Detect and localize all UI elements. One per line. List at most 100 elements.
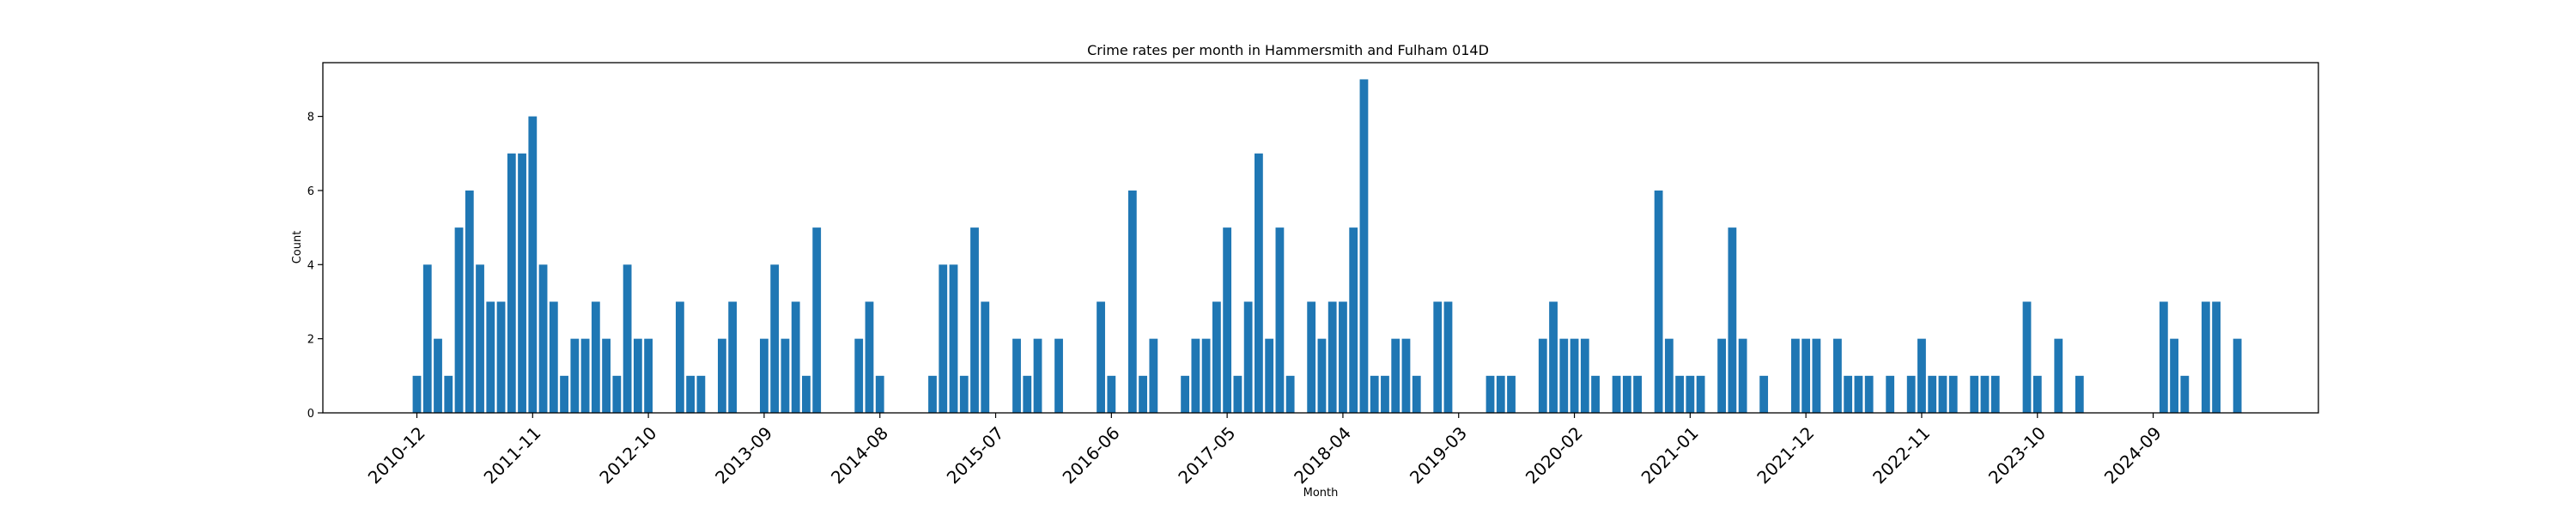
bar bbox=[1717, 338, 1727, 413]
bar bbox=[865, 301, 874, 413]
bar bbox=[1243, 301, 1253, 413]
x-tick-label: 2016-06 bbox=[1059, 422, 1124, 488]
bar bbox=[760, 338, 769, 413]
y-tick-label: 0 bbox=[307, 408, 314, 421]
bar bbox=[1223, 227, 1232, 413]
bar bbox=[875, 375, 884, 413]
x-tick-label: 2019-03 bbox=[1406, 422, 1471, 488]
bar bbox=[1212, 301, 1221, 413]
bar bbox=[1580, 338, 1589, 413]
y-axis-label: Count bbox=[291, 231, 304, 264]
bar bbox=[1181, 375, 1190, 413]
plot-frame bbox=[322, 62, 2319, 414]
y-tick-label: 2 bbox=[307, 334, 314, 347]
bar bbox=[486, 301, 495, 413]
bar bbox=[1854, 375, 1863, 413]
bar bbox=[560, 375, 568, 413]
bar bbox=[812, 227, 822, 413]
bar bbox=[1443, 301, 1453, 413]
bar bbox=[1149, 338, 1158, 413]
bar bbox=[1127, 190, 1137, 413]
bar bbox=[2233, 338, 2242, 413]
bar bbox=[1538, 338, 1547, 413]
bar bbox=[854, 338, 864, 413]
bar bbox=[644, 338, 653, 413]
bar bbox=[1664, 338, 1674, 413]
bar bbox=[602, 338, 611, 413]
bar bbox=[422, 264, 432, 413]
x-tick-label: 2018-04 bbox=[1290, 422, 1355, 488]
bar bbox=[791, 301, 800, 413]
x-tick-label: 2011-11 bbox=[480, 422, 545, 488]
bar bbox=[633, 338, 642, 413]
bar bbox=[1201, 338, 1211, 413]
bar bbox=[1307, 301, 1316, 413]
bar bbox=[1191, 338, 1200, 413]
bar bbox=[476, 264, 484, 413]
bar bbox=[1759, 375, 1769, 413]
bar bbox=[1507, 375, 1516, 413]
bar bbox=[1612, 375, 1621, 413]
bar bbox=[1864, 375, 1874, 413]
bar bbox=[1549, 301, 1558, 413]
bar bbox=[1801, 338, 1811, 413]
bar bbox=[1738, 338, 1747, 413]
bar bbox=[1033, 338, 1042, 413]
bar bbox=[1327, 301, 1337, 413]
bar bbox=[939, 264, 948, 413]
y-tick-label: 6 bbox=[307, 185, 314, 198]
bar bbox=[959, 375, 969, 413]
bar bbox=[1317, 338, 1327, 413]
bar bbox=[496, 301, 506, 413]
bar bbox=[2180, 375, 2190, 413]
bar bbox=[1917, 338, 1926, 413]
x-ticks-group: 2010-12 2011-11 2012-10 2013-09 2014-08 2015-… bbox=[364, 413, 2166, 488]
bar bbox=[1990, 375, 2000, 413]
bar bbox=[1496, 375, 1505, 413]
x-tick-label: 2023-10 bbox=[1984, 422, 2050, 488]
bar bbox=[1906, 375, 1916, 413]
x-tick-label: 2022-11 bbox=[1868, 422, 1934, 488]
bar bbox=[1686, 375, 1695, 413]
bar bbox=[412, 375, 422, 413]
bar bbox=[570, 338, 580, 413]
bar bbox=[1349, 227, 1358, 413]
bar bbox=[1928, 375, 1937, 413]
x-tick-label: 2021-12 bbox=[1753, 422, 1818, 488]
bar bbox=[1275, 227, 1285, 413]
bar bbox=[928, 375, 937, 413]
bar bbox=[1107, 375, 1116, 413]
bar bbox=[1948, 375, 1958, 413]
bar bbox=[781, 338, 790, 413]
x-axis-label: Month bbox=[1303, 487, 1339, 500]
bar bbox=[2022, 301, 2032, 413]
bar bbox=[1654, 190, 1663, 413]
bar bbox=[1812, 338, 1821, 413]
bar bbox=[1391, 338, 1400, 413]
bar bbox=[1054, 338, 1063, 413]
bar bbox=[1359, 79, 1369, 414]
bar bbox=[686, 375, 696, 413]
bar bbox=[623, 264, 632, 413]
bar bbox=[1970, 375, 1979, 413]
bar bbox=[518, 153, 526, 413]
bar bbox=[1728, 227, 1737, 413]
bar bbox=[444, 375, 453, 413]
bar bbox=[1886, 375, 1895, 413]
x-tick-label: 2020-02 bbox=[1522, 422, 1587, 488]
bar bbox=[1570, 338, 1579, 413]
bar bbox=[2212, 301, 2221, 413]
bar bbox=[2201, 301, 2210, 413]
bar bbox=[1633, 375, 1642, 413]
bar bbox=[1012, 338, 1021, 413]
bar bbox=[591, 301, 600, 413]
bar bbox=[1485, 375, 1495, 413]
bar bbox=[580, 338, 590, 413]
x-tick-label: 2017-05 bbox=[1174, 422, 1239, 488]
bar bbox=[1370, 375, 1379, 413]
bar bbox=[1844, 375, 1853, 413]
bar bbox=[612, 375, 622, 413]
bar bbox=[528, 116, 538, 413]
bar bbox=[1791, 338, 1800, 413]
y-tick-label: 8 bbox=[307, 112, 314, 124]
